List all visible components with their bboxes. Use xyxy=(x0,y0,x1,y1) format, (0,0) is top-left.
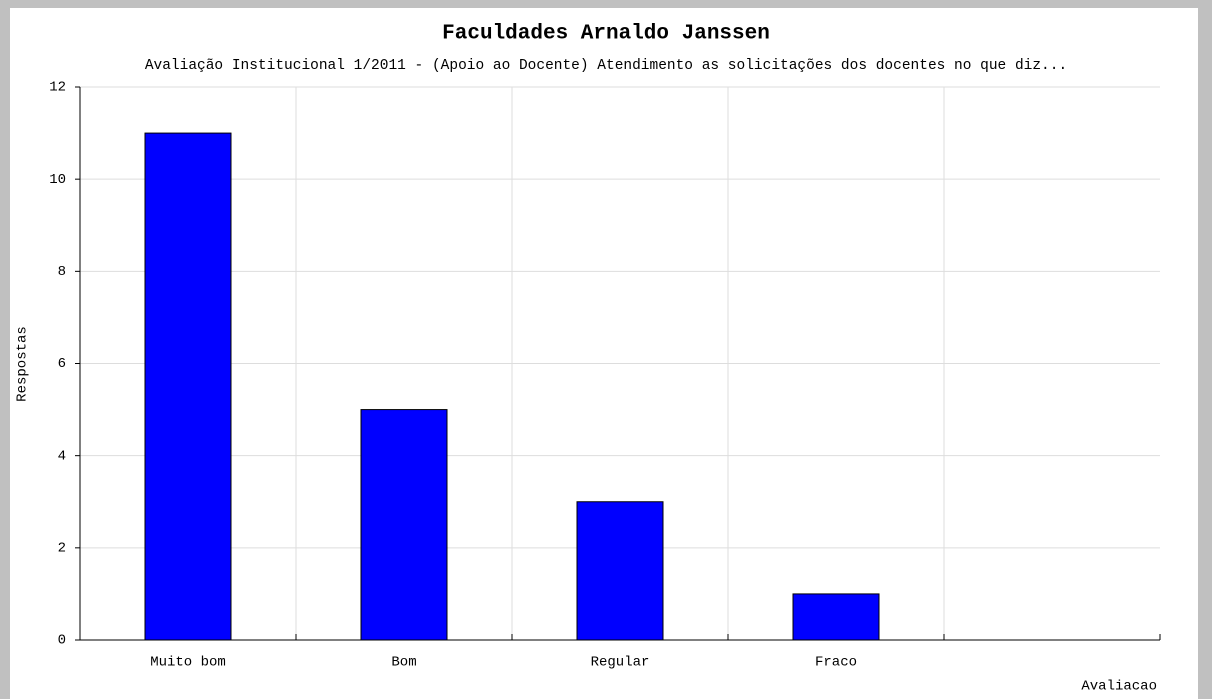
bar xyxy=(576,501,664,641)
chart-subtitle: Avaliação Institucional 1/2011 - (Apoio … xyxy=(145,58,1067,74)
y-axis-label: Respostas xyxy=(15,326,31,402)
bar xyxy=(144,132,232,641)
chart-title: Faculdades Arnaldo Janssen xyxy=(442,23,770,46)
y-tick-label: 10 xyxy=(49,172,66,188)
y-tick-label: 8 xyxy=(58,264,66,280)
y-tick-label: 6 xyxy=(58,356,66,372)
y-tick-label: 4 xyxy=(58,448,66,464)
x-tick-label: Muito bom xyxy=(150,655,226,671)
x-tick-label: Regular xyxy=(591,655,650,671)
x-tick-label: Bom xyxy=(391,655,416,671)
x-tick-label: Fraco xyxy=(815,655,857,671)
y-tick-label: 0 xyxy=(58,633,66,649)
x-axis-label: Avaliacao xyxy=(1081,679,1157,695)
bar xyxy=(792,593,880,641)
y-tick-label: 12 xyxy=(49,80,66,96)
y-tick-label: 2 xyxy=(58,541,66,557)
bar xyxy=(360,409,448,641)
